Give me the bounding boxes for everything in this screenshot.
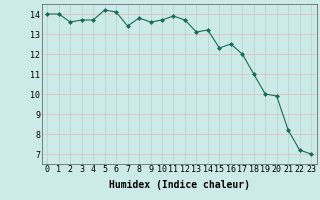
X-axis label: Humidex (Indice chaleur): Humidex (Indice chaleur) xyxy=(109,180,250,190)
